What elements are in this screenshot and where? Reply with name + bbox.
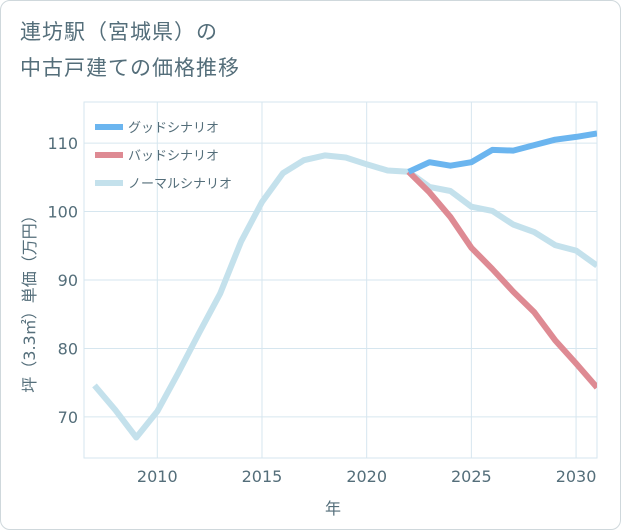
y-tick-label: 80 bbox=[58, 339, 78, 358]
series-line-normal bbox=[92, 152, 597, 441]
x-tick-label: 2025 bbox=[451, 467, 492, 486]
series-lines bbox=[92, 130, 597, 441]
chart-title-line-2: 中古戸建ての価格推移 bbox=[20, 56, 240, 80]
series-line-bad bbox=[406, 169, 597, 390]
legend-label-good: グッドシナリオ bbox=[128, 121, 219, 136]
tick-labels: 2010 2015 2020 2025 2030 70 80 90 100 110 bbox=[47, 134, 596, 486]
x-axis-label: 年 bbox=[325, 499, 341, 518]
x-tick-label: 2030 bbox=[556, 467, 597, 486]
y-tick-label: 100 bbox=[47, 203, 78, 222]
y-tick-label: 90 bbox=[58, 271, 78, 290]
y-tick-label: 110 bbox=[47, 134, 78, 153]
chart-title: 連坊駅（宮城県）の 中古戸建ての価格推移 bbox=[20, 14, 240, 86]
y-tick-label: 70 bbox=[58, 408, 78, 427]
y-axis-label: 坪（3.3㎡）単価（万円） bbox=[20, 207, 39, 392]
x-tick-label: 2015 bbox=[242, 467, 283, 486]
chart-title-line-1: 連坊駅（宮城県）の bbox=[20, 20, 218, 44]
series-line-good bbox=[407, 130, 597, 175]
legend-label-normal: ノーマルシナリオ bbox=[128, 177, 232, 192]
x-tick-label: 2010 bbox=[137, 467, 178, 486]
x-tick-label: 2020 bbox=[346, 467, 387, 486]
legend-label-bad: バッドシナリオ bbox=[128, 149, 219, 164]
